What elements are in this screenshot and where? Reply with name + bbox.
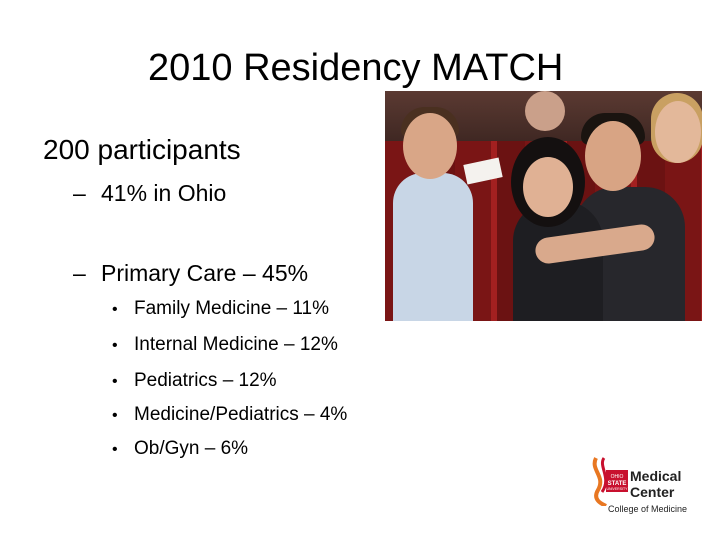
logo-line-medical: Medical xyxy=(630,468,682,484)
main-point: 200 participants xyxy=(43,132,241,168)
dash-marker: – xyxy=(73,180,86,206)
logo-line-center: Center xyxy=(630,484,675,500)
photo-man-left-body xyxy=(393,173,473,321)
bullet-marker: • xyxy=(112,373,118,390)
bullet-item: • Medicine/Pediatrics – 4% xyxy=(112,402,347,429)
sub-point-text: 41% in Ohio xyxy=(101,180,227,206)
dna-helix-icon: OHIO STATE UNIVERSITY xyxy=(592,457,628,506)
sub-point: –41% in Ohio xyxy=(73,178,226,208)
dash-marker: – xyxy=(73,260,86,286)
logo-badge-text: OHIO xyxy=(611,474,624,480)
bullet-item: • Internal Medicine – 12% xyxy=(112,332,338,359)
photo-man-left-face xyxy=(403,113,457,179)
photo-woman-face xyxy=(655,101,701,163)
audience-photo xyxy=(385,91,702,321)
bullet-text: Ob/Gyn – 6% xyxy=(134,438,249,459)
photo-background-person xyxy=(525,91,565,131)
photo-man-right-face xyxy=(585,121,641,191)
sub-point-text: Primary Care – 45% xyxy=(101,260,309,286)
bullet-marker: • xyxy=(112,337,118,354)
main-point-text: 200 participants xyxy=(43,134,241,165)
logo-badge-text: STATE xyxy=(608,481,627,487)
bullet-text: Internal Medicine – 12% xyxy=(134,334,338,355)
bullet-text: Family Medicine – 11% xyxy=(134,298,330,319)
bullet-text: Medicine/Pediatrics – 4% xyxy=(134,404,348,425)
sub-point: – Primary Care – 45% xyxy=(73,258,308,288)
bullet-text: Pediatrics – 12% xyxy=(134,370,277,391)
bullet-item: • Pediatrics – 12% xyxy=(112,368,277,395)
photo-woman-center-face xyxy=(523,157,573,217)
bullet-marker: • xyxy=(112,441,118,458)
bullet-marker: • xyxy=(112,407,118,424)
slide-title: 2010 Residency MATCH xyxy=(148,47,564,89)
bullet-marker: • xyxy=(112,301,118,318)
bullet-item: • Ob/Gyn – 6% xyxy=(112,436,248,463)
logo-line-college: College of Medicine xyxy=(608,504,688,514)
osu-medical-center-logo: OHIO STATE UNIVERSITY Medical Center Col… xyxy=(588,456,700,518)
logo-wordmark: Medical Center xyxy=(630,468,681,500)
bullet-item: • Family Medicine – 11% xyxy=(112,296,329,323)
logo-badge-text: UNIVERSITY xyxy=(606,487,628,491)
